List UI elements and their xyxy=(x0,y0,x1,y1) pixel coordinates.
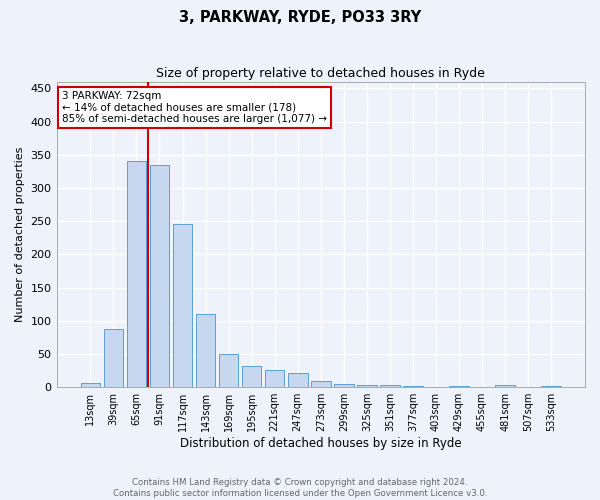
Bar xyxy=(80,382,100,387)
Text: 3 PARKWAY: 72sqm
← 14% of detached houses are smaller (178)
85% of semi-detached: 3 PARKWAY: 72sqm ← 14% of detached house… xyxy=(62,91,327,124)
Bar xyxy=(496,385,515,387)
X-axis label: Distribution of detached houses by size in Ryde: Distribution of detached houses by size … xyxy=(180,437,461,450)
Bar xyxy=(449,386,469,387)
Title: Size of property relative to detached houses in Ryde: Size of property relative to detached ho… xyxy=(157,68,485,80)
Bar xyxy=(403,386,423,387)
Bar xyxy=(380,385,400,387)
Bar xyxy=(311,380,331,387)
Bar xyxy=(196,314,215,387)
Bar xyxy=(242,366,262,387)
Bar xyxy=(357,385,377,387)
Bar xyxy=(127,160,146,387)
Bar xyxy=(104,329,123,387)
Bar xyxy=(288,372,308,387)
Y-axis label: Number of detached properties: Number of detached properties xyxy=(15,147,25,322)
Bar xyxy=(173,224,193,387)
Bar xyxy=(334,384,353,387)
Bar xyxy=(265,370,284,387)
Bar xyxy=(149,166,169,387)
Text: Contains HM Land Registry data © Crown copyright and database right 2024.
Contai: Contains HM Land Registry data © Crown c… xyxy=(113,478,487,498)
Text: 3, PARKWAY, RYDE, PO33 3RY: 3, PARKWAY, RYDE, PO33 3RY xyxy=(179,10,421,25)
Bar xyxy=(541,386,561,387)
Bar xyxy=(219,354,238,387)
